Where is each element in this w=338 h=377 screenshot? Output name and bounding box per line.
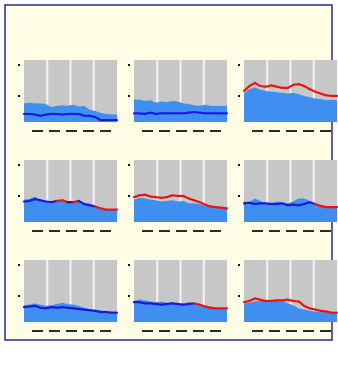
y-tick xyxy=(238,164,240,166)
panel-4 xyxy=(18,160,119,232)
x-tick-label xyxy=(176,230,187,232)
x-tick-label xyxy=(142,330,153,332)
x-tick-label xyxy=(286,330,297,332)
panel-grid xyxy=(18,60,338,332)
panel-8 xyxy=(128,260,229,332)
x-tick-label xyxy=(269,230,280,232)
y-tick xyxy=(128,164,130,166)
panel-6 xyxy=(238,160,338,232)
x-tick-label xyxy=(303,230,314,232)
area-series xyxy=(24,196,117,222)
x-tick-label xyxy=(320,230,331,232)
area-series xyxy=(244,87,337,122)
y-tick xyxy=(238,264,240,266)
panel-7 xyxy=(18,260,119,332)
y-tick xyxy=(128,264,130,266)
line-segment xyxy=(297,300,306,307)
x-tick-label xyxy=(193,230,204,232)
x-tick-label xyxy=(269,330,280,332)
x-tick-label xyxy=(176,330,187,332)
panel-5 xyxy=(128,160,229,232)
x-tick-label xyxy=(252,330,263,332)
x-tick-label xyxy=(49,130,60,132)
y-tick xyxy=(128,295,130,297)
panel-9 xyxy=(238,260,338,332)
x-tick-label xyxy=(142,230,153,232)
y-tick xyxy=(238,64,240,66)
y-tick xyxy=(18,195,20,197)
x-tick-label xyxy=(159,330,170,332)
y-tick xyxy=(238,295,240,297)
x-tick-label xyxy=(100,230,111,232)
y-tick xyxy=(238,95,240,97)
panel-1 xyxy=(18,60,119,132)
x-tick-label xyxy=(32,330,43,332)
x-tick-label xyxy=(210,130,221,132)
area-series xyxy=(244,299,337,322)
x-tick-label xyxy=(32,230,43,232)
x-tick-label xyxy=(210,230,221,232)
x-tick-label xyxy=(83,230,94,232)
x-tick-label xyxy=(252,230,263,232)
x-tick-label xyxy=(193,130,204,132)
area-series xyxy=(134,99,227,122)
x-tick-label xyxy=(210,330,221,332)
x-tick-label xyxy=(32,130,43,132)
y-tick xyxy=(128,95,130,97)
y-tick xyxy=(18,264,20,266)
x-tick-label xyxy=(83,330,94,332)
x-tick-label xyxy=(66,230,77,232)
x-tick-label xyxy=(286,230,297,232)
x-tick-label xyxy=(159,130,170,132)
x-tick-label xyxy=(66,130,77,132)
panel-2 xyxy=(128,60,229,132)
y-tick xyxy=(18,95,20,97)
y-tick xyxy=(238,195,240,197)
x-tick-label xyxy=(303,130,314,132)
area-series xyxy=(134,197,227,222)
y-tick xyxy=(128,64,130,66)
x-tick-label xyxy=(142,130,153,132)
x-tick-label xyxy=(83,130,94,132)
x-tick-label xyxy=(193,330,204,332)
y-tick xyxy=(18,295,20,297)
x-tick-label xyxy=(252,130,263,132)
x-tick-label xyxy=(320,130,331,132)
x-tick-label xyxy=(49,230,60,232)
x-tick-label xyxy=(286,130,297,132)
panel-3 xyxy=(238,60,338,132)
y-tick xyxy=(18,164,20,166)
x-tick-label xyxy=(100,130,111,132)
x-tick-label xyxy=(49,330,60,332)
line-segment xyxy=(220,206,229,210)
x-tick-label xyxy=(100,330,111,332)
x-tick-label xyxy=(159,230,170,232)
x-tick-label xyxy=(320,330,331,332)
x-tick-label xyxy=(66,330,77,332)
y-tick xyxy=(18,64,20,66)
x-tick-label xyxy=(269,130,280,132)
y-tick xyxy=(128,195,130,197)
x-tick-label xyxy=(303,330,314,332)
line-segment xyxy=(242,84,251,93)
x-tick-label xyxy=(176,130,187,132)
